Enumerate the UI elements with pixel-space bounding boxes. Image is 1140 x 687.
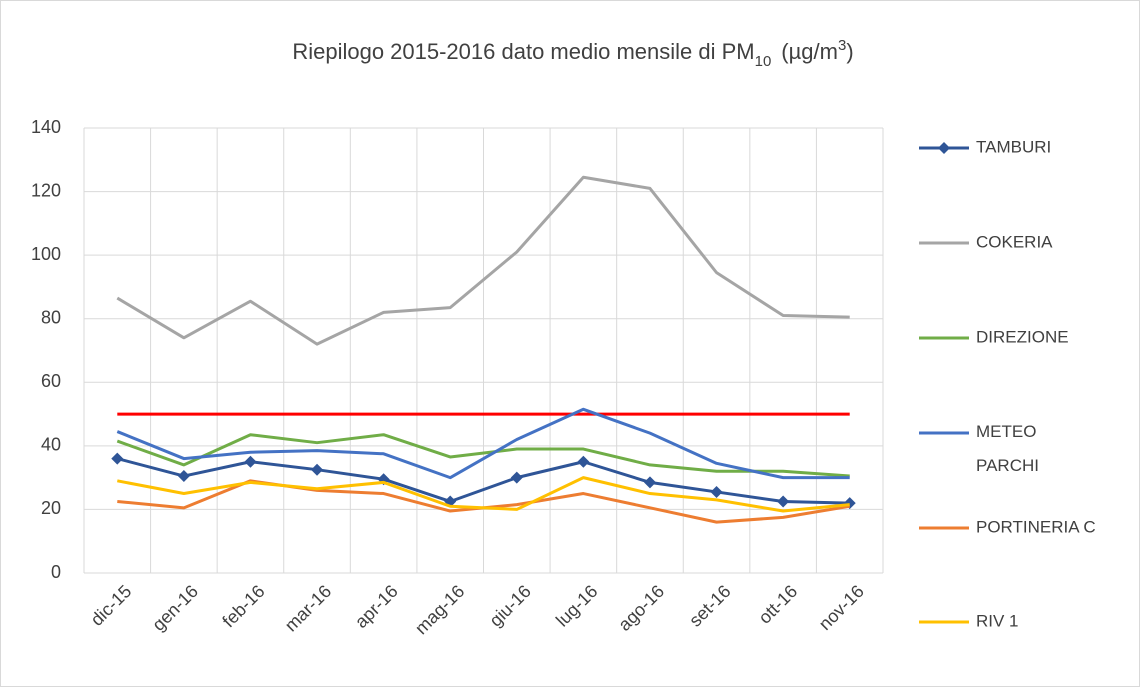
x-tick-label: mag-16 <box>411 581 468 638</box>
x-tick-label: apr-16 <box>351 581 402 632</box>
x-tick-label: ott-16 <box>755 581 802 628</box>
title-text: Riepilogo 2015-2016 dato medio mensile d… <box>292 39 754 64</box>
legend-label: DIREZIONE <box>976 327 1069 346</box>
y-tick-label: 100 <box>31 244 61 264</box>
y-tick-label: 80 <box>41 307 61 327</box>
x-tick-label: set-16 <box>685 581 735 631</box>
point-marker <box>643 476 656 489</box>
point-marker <box>111 452 124 465</box>
point-marker <box>777 495 790 508</box>
legend-label: TAMBURI <box>976 137 1051 156</box>
legend-marker <box>938 142 950 154</box>
chart-title: Riepilogo 2015-2016 dato medio mensile d… <box>292 37 853 70</box>
series-line <box>116 457 850 505</box>
title-close: ) <box>846 39 853 64</box>
series-line <box>116 433 850 478</box>
legend-label-line: PARCHI <box>976 456 1039 475</box>
legend-label: RIV 1 <box>976 611 1019 630</box>
title-subscript: 10 <box>755 53 772 70</box>
x-tick-label: gen-16 <box>148 581 202 635</box>
point-marker <box>177 470 190 483</box>
title-superscript: 3 <box>838 37 846 54</box>
x-tick-label: dic-15 <box>87 581 136 630</box>
y-tick-label: 40 <box>41 435 61 455</box>
x-tick-label: nov-16 <box>815 581 868 634</box>
series-line <box>116 407 850 480</box>
x-tick-label: lug-16 <box>552 581 602 631</box>
point-marker <box>710 485 723 498</box>
y-tick-label: 60 <box>41 371 61 391</box>
point-marker <box>510 471 523 484</box>
x-tick-label: ago-16 <box>614 581 668 635</box>
point-marker <box>311 463 324 476</box>
y-tick-label: 140 <box>31 117 61 137</box>
y-tick-label: 120 <box>31 180 61 200</box>
x-tick-label: giu-16 <box>485 581 535 631</box>
legend-label-line: METEO <box>976 422 1036 441</box>
legend-label: METEO PARCHI <box>976 422 1039 475</box>
point-marker <box>244 455 257 468</box>
point-marker <box>577 455 590 468</box>
legend-label: COKERIA <box>976 232 1053 251</box>
title-unit: (µg/m <box>781 39 838 64</box>
legend-label: PORTINERIA C <box>976 517 1096 536</box>
series-line <box>117 476 850 513</box>
y-tick-label: 0 <box>51 562 61 582</box>
series-line <box>116 175 850 346</box>
x-tick-label: mar-16 <box>281 581 335 635</box>
x-tick-label: feb-16 <box>218 581 268 631</box>
y-tick-label: 20 <box>41 498 61 518</box>
